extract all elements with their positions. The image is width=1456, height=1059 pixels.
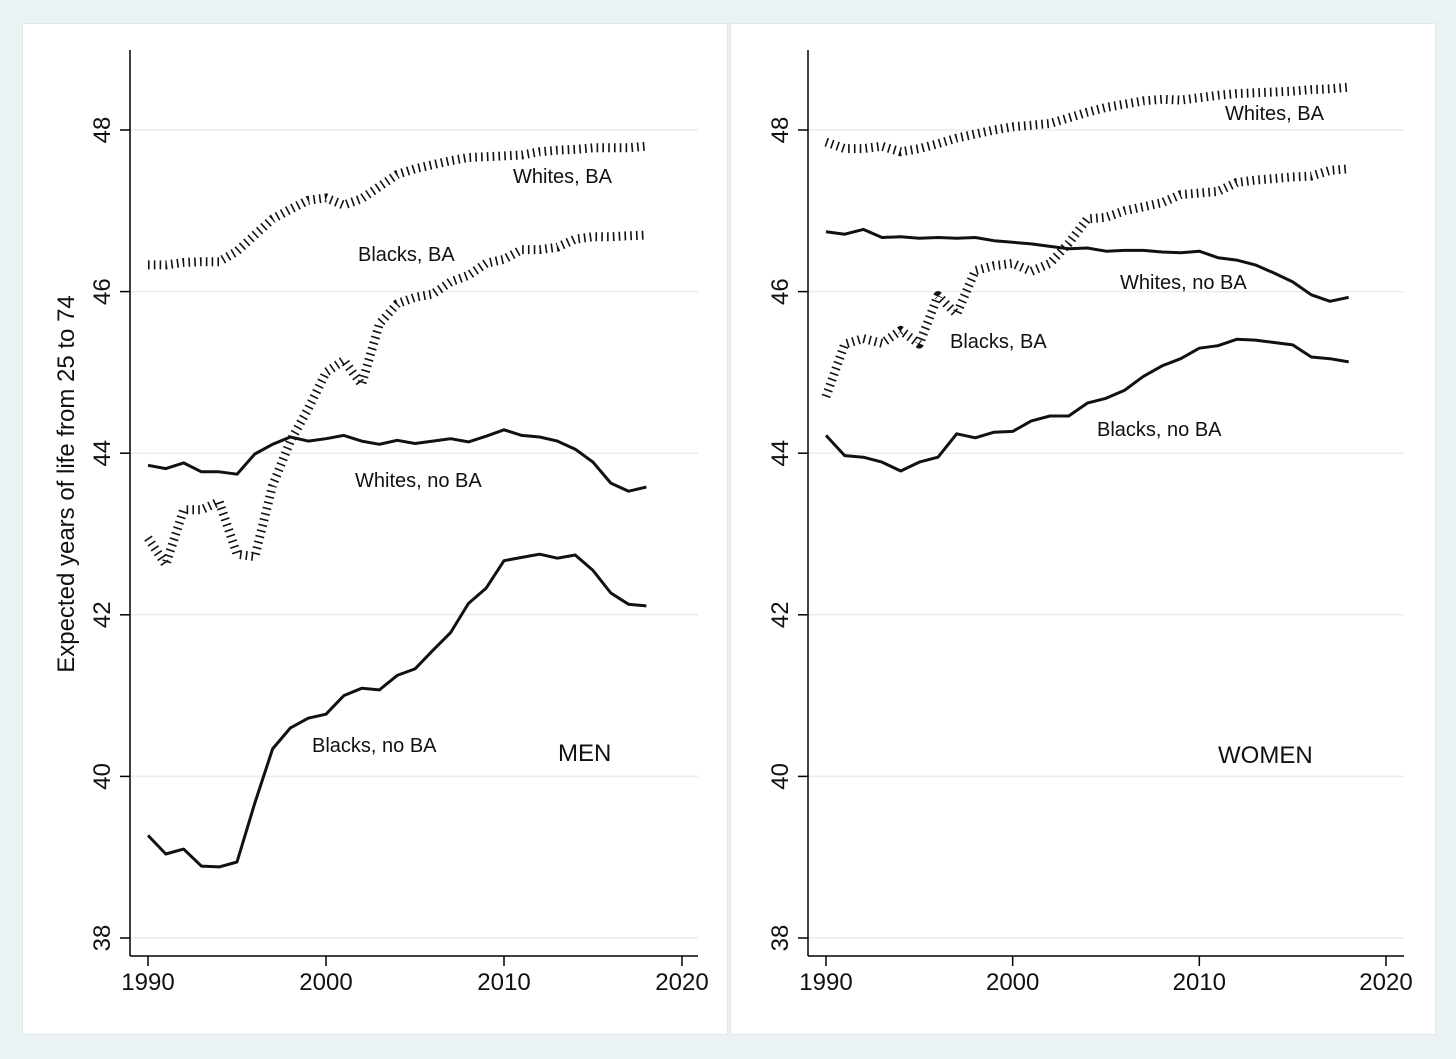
- y-tick-label-men-40: 40: [89, 763, 116, 790]
- x-tick-label-men-2010: 2010: [477, 969, 530, 996]
- x-tick-label-men-1990: 1990: [121, 969, 174, 996]
- series-line-men-whites-no-ba: [147, 428, 647, 493]
- series-label-women-blacks-ba: Blacks, BA: [950, 331, 1047, 353]
- series-label-women-whites-ba: Whites, BA: [1225, 103, 1325, 125]
- y-tick-label-women-38: 38: [767, 925, 794, 952]
- panel-men-frame: [22, 23, 728, 1035]
- panel-title-men: MEN: [558, 740, 611, 767]
- x-tick-label-women-2000: 2000: [986, 969, 1039, 996]
- y-tick-label-women-42: 42: [767, 601, 794, 628]
- series-label-men-blacks-ba: Blacks, BA: [358, 244, 455, 266]
- series-line-women-blacks-no-ba: [824, 337, 1349, 473]
- x-tick-label-women-2010: 2010: [1173, 969, 1226, 996]
- series-label-men-whites-ba: Whites, BA: [513, 166, 613, 188]
- series-label-men-whites-no-ba: Whites, no BA: [355, 470, 482, 492]
- y-tick-label-men-46: 46: [89, 278, 116, 305]
- y-tick-label-men-38: 38: [89, 925, 116, 952]
- x-tick-label-women-2020: 2020: [1359, 969, 1412, 996]
- panel-title-women: WOMEN: [1218, 742, 1313, 769]
- series-line-men-blacks-no-ba: [146, 552, 647, 869]
- series-line-women-whites-ba: [824, 82, 1350, 157]
- y-tick-label-men-48: 48: [89, 117, 116, 144]
- y-tick-label-women-40: 40: [767, 763, 794, 790]
- series-line-women-whites-no-ba: [825, 227, 1350, 303]
- series-line-men-blacks-ba: [144, 230, 647, 570]
- y-axis-label: Expected years of life from 25 to 74: [53, 295, 80, 673]
- y-tick-label-women-48: 48: [767, 117, 794, 144]
- x-tick-label-women-1990: 1990: [799, 969, 852, 996]
- y-tick-label-men-44: 44: [89, 440, 116, 467]
- x-tick-label-men-2000: 2000: [299, 969, 352, 996]
- series-line-women-blacks-ba: [821, 164, 1350, 399]
- panel-women-frame: [730, 23, 1436, 1035]
- y-tick-label-men-42: 42: [89, 601, 116, 628]
- x-tick-label-men-2020: 2020: [655, 969, 708, 996]
- series-line-men-whites-ba: [148, 141, 647, 270]
- series-label-women-blacks-no-ba: Blacks, no BA: [1097, 419, 1222, 441]
- y-tick-label-women-44: 44: [767, 440, 794, 467]
- y-tick-label-women-46: 46: [767, 278, 794, 305]
- series-label-men-blacks-no-ba: Blacks, no BA: [312, 735, 437, 757]
- series-label-women-whites-no-ba: Whites, no BA: [1120, 272, 1247, 294]
